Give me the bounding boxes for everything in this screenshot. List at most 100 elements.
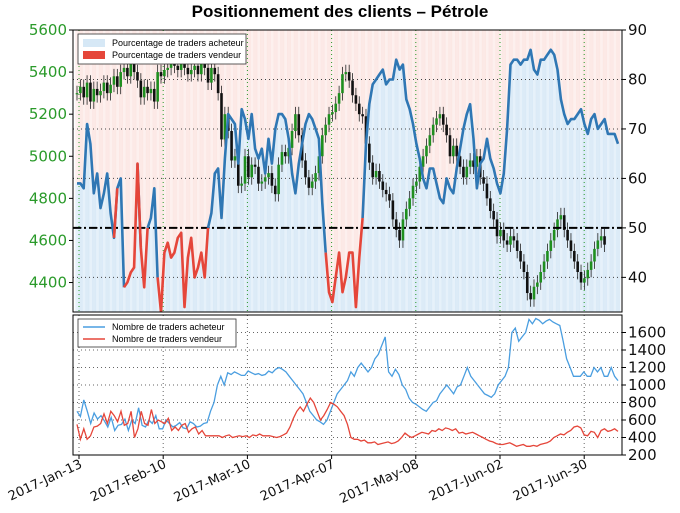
price-candle-body [536,282,539,287]
date-tick-label: 2017-Feb-10 [88,457,169,505]
seller-fill-stripe [347,30,352,253]
seller-fill-stripe [246,30,251,139]
buyer-fill-stripe [206,227,211,312]
price-candle-body [458,156,462,167]
price-candle-body [206,67,210,83]
price-candle-body [253,164,257,167]
seller-fill-stripe [367,30,372,105]
price-candle-body [576,261,579,273]
price-candle-body [156,72,159,102]
price-candle-body [519,250,522,262]
buyer-fill-stripe [270,163,275,312]
price-tick-label: 5600 [29,21,67,39]
price-candle-body [596,240,600,249]
buyer-fill-stripe [155,277,160,312]
buyer-fill-stripe [545,54,550,312]
seller-fill-stripe [115,30,120,189]
price-candle-body [327,114,331,125]
price-candle-body [210,67,213,83]
seller-fill-stripe [176,30,181,238]
buyer-fill-stripe [374,79,379,312]
price-candle-body [273,185,277,195]
buyer-fill-stripe [377,74,382,312]
percent-tick-label: 40 [628,268,647,286]
buyer-fill-stripe [471,138,476,312]
seller-fill-stripe [572,30,577,120]
seller-fill-stripe [586,30,591,134]
price-candle-body [304,160,307,178]
price-candle-body [200,63,203,75]
seller-fill-stripe [431,30,436,169]
seller-fill-stripe [250,30,255,115]
buyer-fill-stripe [276,114,281,312]
price-candle-body [411,185,415,199]
buyer-fill-stripe [256,158,261,312]
seller-fill-stripe [612,30,617,134]
date-tick-label: 2017-Jan-13 [6,457,85,504]
seller-fill-stripe [539,30,544,60]
buyer-fill-stripe [142,287,147,312]
seller-fill-stripe [616,30,621,144]
buyer-fill-stripe [515,59,520,312]
buyer-fill-stripe [334,277,339,312]
price-candle-body [485,183,489,199]
count-tick-label: 1200 [628,359,666,377]
price-candle-body [89,82,92,102]
buyer-fill-stripe [176,237,181,312]
buyer-fill-stripe [455,168,460,312]
percent-tick-label: 80 [628,70,647,88]
price-candle-body [95,88,99,96]
seller-fill-stripe [565,30,570,124]
buyer-fill-stripe [575,114,580,312]
seller-fill-stripe [354,30,359,308]
legend-label-buyer-count: Nombre de traders acheteur [112,322,225,332]
seller-fill-stripe [186,30,191,258]
count-tick-label: 600 [628,411,657,429]
seller-fill-stripe [159,30,164,312]
price-candle-body [549,240,553,251]
buyer-fill-stripe [182,307,187,312]
buyer-fill-stripe [320,203,325,312]
price-candle-body [331,112,334,115]
price-candle-body [307,177,311,188]
buyer-fill-stripe [438,198,443,312]
buyer-fill-stripe [350,252,355,312]
buyer-fill-stripe [485,138,490,312]
price-candle-body [159,72,163,77]
buyer-fill-stripe [246,138,251,312]
seller-fill-stripe [149,30,154,218]
price-candle-body [116,76,119,87]
price-candle-body [92,88,96,102]
seller-fill-stripe [357,30,362,258]
price-candle-body [294,114,297,132]
buyer-fill-stripe [337,252,342,312]
seller-fill-stripe [455,30,460,169]
price-candle-body [186,67,190,75]
price-candle-body [79,86,82,94]
seller-fill-stripe [381,30,386,70]
buyer-fill-stripe [85,124,90,312]
price-candle-body [236,156,240,186]
buyer-fill-stripe [263,173,268,312]
buyer-fill-stripe [448,188,453,312]
price-candle-body [351,80,354,96]
price-candle-body [415,181,418,186]
buyer-fill-stripe [401,64,406,312]
seller-fill-stripe [481,30,486,159]
price-candle-body [109,84,112,94]
seller-fill-stripe [475,30,480,189]
seller-fill-stripe [199,30,204,253]
seller-fill-stripe [327,30,332,293]
price-candle-body [435,118,438,125]
seller-fill-stripe [468,30,473,105]
buyer-fill-stripe [505,128,510,312]
seller-fill-stripe [139,30,144,248]
seller-fill-stripe [518,30,523,65]
price-candle-body [441,114,445,125]
price-candle-body [505,240,509,245]
buyer-fill-stripe [313,128,318,312]
price-candle-body [492,210,495,220]
price-candle-body [247,156,250,178]
seller-fill-stripe [172,30,177,253]
buyer-fill-stripe [287,138,291,312]
